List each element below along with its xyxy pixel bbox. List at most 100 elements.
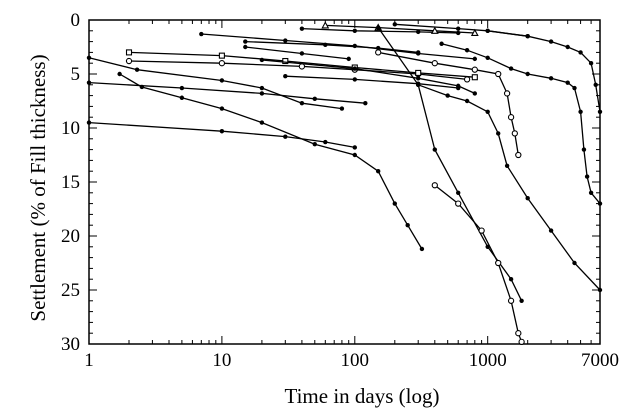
y-tick-label: 30 (61, 334, 80, 355)
data-point (485, 109, 490, 115)
data-point (259, 57, 265, 63)
data-point (495, 259, 502, 267)
data-point (352, 145, 357, 150)
data-point (565, 80, 570, 85)
data-point (299, 26, 305, 31)
data-point (478, 227, 485, 234)
data-point (503, 90, 511, 97)
x-tick-label: 100 (341, 350, 370, 371)
data-point (515, 330, 522, 337)
data-point (375, 49, 382, 56)
data-point (416, 29, 421, 35)
series-line (285, 75, 459, 89)
data-point (431, 60, 438, 67)
data-point (86, 55, 92, 60)
data-point (525, 196, 530, 201)
data-point (299, 51, 305, 56)
data-point (416, 82, 421, 88)
data-point (578, 109, 583, 115)
series-line (487, 30, 601, 112)
series-line (128, 51, 475, 78)
data-point (392, 201, 397, 206)
data-point (525, 71, 530, 77)
series-6 (125, 49, 478, 81)
tick-labels: 1 10 100 1000 7000 0 5 10 15 20 25 30 (61, 10, 619, 371)
data-point (283, 134, 288, 139)
data-point (323, 139, 328, 145)
axis-ticks (88, 19, 601, 345)
data-point (375, 169, 381, 174)
data-point (588, 190, 594, 195)
data-point (283, 73, 288, 79)
series-line (245, 46, 349, 60)
data-point (346, 56, 351, 62)
data-point (416, 76, 421, 81)
data-point (375, 25, 381, 30)
data-point (470, 28, 479, 37)
series-2 (86, 80, 368, 106)
series-8 (243, 44, 351, 62)
data-point (581, 147, 587, 152)
y-tick-label: 25 (61, 280, 80, 301)
data-point (259, 120, 265, 125)
data-point (419, 246, 425, 252)
data-point (352, 28, 357, 33)
data-point (455, 200, 462, 207)
data-series (86, 21, 603, 345)
data-point (321, 21, 330, 29)
x-tick-label: 10 (212, 350, 231, 371)
data-point (86, 80, 92, 85)
data-point (584, 174, 590, 179)
series-11 (243, 39, 421, 55)
data-point (597, 287, 603, 293)
data-point (179, 85, 185, 91)
y-tick-label: 10 (61, 118, 80, 139)
data-point (572, 85, 577, 91)
data-point (299, 100, 305, 106)
series-line (301, 27, 459, 34)
data-point (298, 63, 306, 70)
data-point (86, 120, 92, 125)
series-line (377, 27, 523, 302)
data-point (519, 298, 524, 303)
series-line (201, 33, 475, 60)
data-point (430, 26, 439, 34)
data-point (593, 82, 598, 88)
data-point (463, 76, 471, 83)
series-19 (375, 25, 524, 303)
series-1 (86, 120, 357, 150)
series-line (119, 73, 423, 250)
data-point (507, 114, 515, 121)
data-point (312, 142, 317, 147)
data-point (507, 297, 515, 304)
data-point (548, 39, 554, 44)
data-point (432, 147, 438, 152)
data-point (572, 260, 577, 266)
data-point (352, 77, 357, 82)
data-point (472, 56, 478, 62)
data-point (392, 22, 397, 27)
data-point (416, 50, 421, 55)
series-15 (375, 49, 522, 159)
series-line (325, 24, 475, 34)
data-point (219, 78, 225, 83)
data-point (456, 26, 461, 31)
data-point (282, 57, 289, 65)
data-point (597, 109, 603, 115)
data-point (283, 38, 288, 43)
data-point (139, 84, 145, 90)
data-point (504, 163, 510, 168)
data-point (179, 95, 185, 100)
data-point (485, 28, 490, 33)
data-point (352, 66, 357, 71)
data-point (439, 41, 444, 46)
data-point (597, 201, 603, 206)
data-point (485, 55, 490, 60)
data-point (456, 190, 461, 195)
y-tick-label: 20 (61, 226, 80, 247)
data-point (472, 91, 478, 96)
data-point (134, 67, 140, 72)
data-point (259, 91, 265, 96)
